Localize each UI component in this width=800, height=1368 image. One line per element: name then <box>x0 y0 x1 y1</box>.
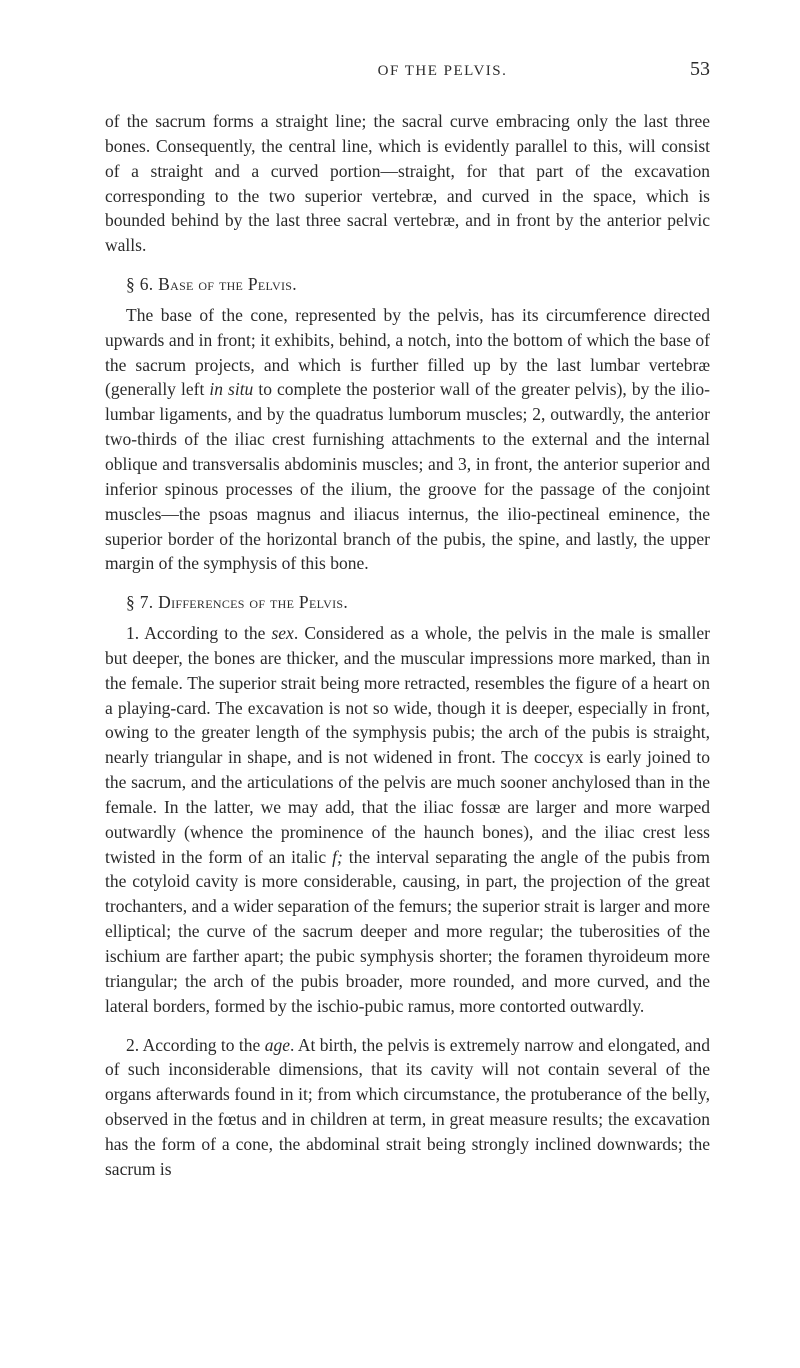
italic-f: f; <box>332 847 343 867</box>
text-segment: 1. According to the <box>126 623 271 643</box>
section-7-paragraph-2: 2. According to the age. At birth, the p… <box>105 1033 710 1182</box>
section-6-heading: § 6. Base of the Pelvis. <box>105 272 710 297</box>
page-number: 53 <box>670 58 710 81</box>
text-segment: to complete the posterior wall of the gr… <box>105 379 710 573</box>
page-header: OF THE PELVIS. 53 <box>105 58 710 81</box>
running-head: OF THE PELVIS. <box>235 63 650 80</box>
page: OF THE PELVIS. 53 of the sacrum forms a … <box>0 0 800 1368</box>
text-segment: 2. According to the <box>126 1035 265 1055</box>
section-7-heading: § 7. Differences of the Pelvis. <box>105 590 710 615</box>
text-segment: . Considered as a whole, the pelvis in t… <box>105 623 710 867</box>
section-7-paragraph-1: 1. According to the sex. Considered as a… <box>105 621 710 1019</box>
italic-in-situ: in situ <box>209 379 253 399</box>
italic-sex: sex <box>271 623 293 643</box>
text-segment: . At birth, the pelvis is extremely narr… <box>105 1035 710 1179</box>
text-segment: the interval separating the angle of the… <box>105 847 710 1016</box>
section-6-paragraph: The base of the cone, represented by the… <box>105 303 710 576</box>
intro-paragraph: of the sacrum forms a straight line; the… <box>105 109 710 258</box>
italic-age: age <box>265 1035 290 1055</box>
